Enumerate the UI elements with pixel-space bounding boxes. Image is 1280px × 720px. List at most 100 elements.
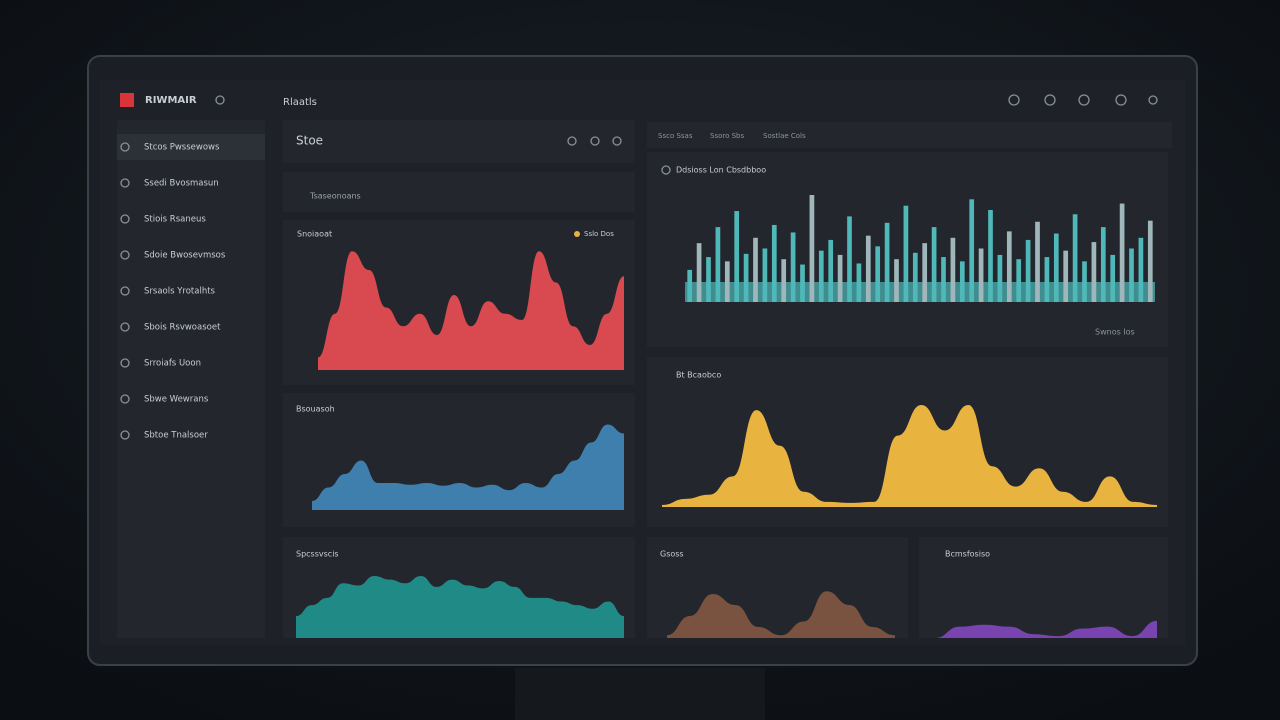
bar	[1063, 250, 1069, 302]
bar	[1138, 237, 1144, 302]
bar	[1006, 231, 1012, 302]
sidebar-icon	[120, 214, 130, 224]
panel-title: Snoiaoat	[297, 230, 332, 239]
bar	[743, 253, 749, 302]
bar	[818, 250, 824, 302]
sidebar-icon	[120, 250, 130, 260]
bar	[969, 199, 975, 302]
bar	[941, 257, 946, 302]
logo	[120, 93, 134, 107]
bar	[1129, 248, 1134, 302]
monitor-stand	[515, 668, 765, 720]
search-placeholder: Tsaseonoans	[309, 192, 361, 201]
breadcrumb: Rlaatls	[283, 97, 317, 108]
bar	[1053, 233, 1059, 302]
area	[662, 405, 1157, 507]
area	[667, 591, 895, 638]
tab[interactable]: Ssoro Sbs	[710, 132, 744, 140]
panel-title: Spcssvscis	[296, 550, 339, 559]
bar	[762, 248, 768, 302]
bar	[875, 246, 881, 302]
sidebar-item[interactable]: Sbois Rsvwoasoet	[144, 323, 221, 333]
brand: RIWMAIR	[145, 95, 197, 106]
bar	[912, 252, 918, 302]
bar	[724, 261, 730, 302]
panel-title: Ddsioss Lon Cbsdbboo	[676, 166, 766, 175]
sidebar-item[interactable]: Srsaols Yrotalhts	[144, 287, 216, 297]
icon[interactable]	[1148, 95, 1158, 105]
tab[interactable]: Ssco Ssas	[658, 132, 693, 140]
bar	[800, 264, 805, 302]
panel-title: Stoe	[296, 134, 323, 148]
tab[interactable]: Sostlae Cols	[763, 132, 806, 140]
sidebar-item[interactable]: Sdoie Bwosevmsos	[144, 251, 226, 261]
toolbar-icons	[1008, 94, 1158, 106]
bar	[1035, 221, 1040, 302]
sidebar-item[interactable]: Srroiafs Uoon	[144, 359, 201, 369]
sidebar-icon	[120, 430, 130, 440]
bar	[1119, 203, 1125, 302]
area	[318, 251, 624, 370]
area	[312, 424, 624, 510]
bar	[696, 243, 702, 302]
bar	[837, 254, 843, 302]
bar	[1091, 242, 1097, 302]
bar	[959, 261, 965, 302]
bar	[865, 235, 871, 302]
panel-note: Swnos Ios	[1095, 328, 1135, 337]
sidebar-icon	[120, 322, 130, 332]
sidebar-item[interactable]: Stcos Pwssewows	[144, 143, 220, 153]
legend: Sslo Dos	[584, 230, 614, 238]
icon	[661, 165, 671, 175]
icon[interactable]	[1044, 94, 1056, 106]
bar	[988, 209, 993, 302]
bar	[781, 259, 787, 302]
icon[interactable]	[1115, 94, 1127, 106]
bar	[809, 195, 815, 302]
sidebar-icon	[120, 286, 130, 296]
bar	[715, 227, 721, 302]
bar	[978, 248, 984, 302]
bar	[847, 216, 852, 302]
sidebar-item[interactable]: Sbtoe Tnalsoer	[144, 431, 208, 441]
panel-title: Bsouasoh	[296, 405, 335, 414]
sidebar-item[interactable]: Stiois Rsaneus	[144, 215, 206, 225]
bar	[903, 205, 909, 302]
bar	[894, 259, 899, 302]
icon[interactable]	[1008, 94, 1020, 106]
search-bar[interactable]	[283, 172, 635, 212]
bar	[790, 232, 796, 302]
sidebar-item[interactable]: Ssedi Bvosmasun	[144, 179, 219, 189]
sidebar-active	[117, 134, 265, 160]
bar	[856, 263, 862, 302]
bar	[1072, 214, 1078, 302]
sidebar-icon	[120, 178, 130, 188]
bar	[828, 239, 834, 302]
bar	[1016, 259, 1022, 302]
sidebar	[117, 120, 265, 638]
panel-title: Bcmsfosiso	[945, 550, 990, 559]
icon[interactable]	[1078, 94, 1090, 106]
icon[interactable]	[590, 136, 600, 146]
bar	[1110, 254, 1116, 302]
bar	[771, 224, 777, 302]
icon[interactable]	[567, 136, 577, 146]
icon[interactable]	[612, 136, 622, 146]
area	[296, 575, 624, 638]
bar	[997, 254, 1003, 302]
bar	[950, 237, 956, 302]
bar	[931, 227, 937, 302]
bar	[1025, 239, 1031, 302]
panel	[919, 537, 1168, 638]
sidebar-icon	[120, 142, 130, 152]
bar	[734, 211, 740, 302]
bar	[1147, 220, 1153, 302]
sidebar-item[interactable]: Sbwe Wewrans	[144, 395, 209, 405]
bar	[884, 222, 890, 302]
icon[interactable]	[215, 95, 225, 105]
bar	[1100, 227, 1106, 302]
bar	[706, 257, 711, 302]
panel-title: Bt Bcaobco	[676, 371, 721, 380]
sidebar-icon	[120, 394, 130, 404]
